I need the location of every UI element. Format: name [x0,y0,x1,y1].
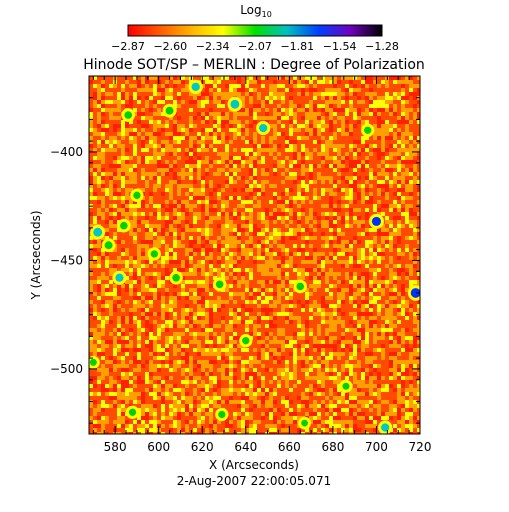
x-tick-label: 700 [365,440,388,454]
strong-polarization-patch [128,408,137,416]
colorbar-tick-label: −1.28 [365,40,399,53]
x-tick-label: 620 [191,440,214,454]
y-tick-label: −500 [50,362,83,376]
x-tick-label: 600 [147,440,170,454]
colorbar-tick-label: −2.34 [196,40,230,53]
strong-polarization-patch [165,106,174,115]
x-axis-label: X (Arcseconds) [209,458,299,472]
strong-polarization-patch [342,382,350,390]
strong-polarization-patch [115,273,124,282]
colorbar-title-sub: 10 [262,10,272,19]
strong-polarization-patch [89,358,97,366]
field-texture-low [89,76,420,434]
strong-polarization-patch [133,191,141,199]
strong-polarization-patch [120,221,128,230]
colorbar-tick-label: −2.60 [153,40,187,53]
y-tick-label: −450 [50,253,83,267]
y-axis: −400 −450 −500 [50,97,420,424]
field-texture-medium [89,76,420,434]
strong-polarization-patch [371,216,381,226]
colorbar [127,24,383,37]
x-tick-label: 660 [278,440,301,454]
x-tick-label: 680 [321,440,344,454]
x-axis: 580 600 620 640 660 680 700 720 [92,76,432,454]
colorbar-title: Log10 [240,3,272,19]
x-tick-label: 640 [234,440,257,454]
colorbar-title-base: Log [240,3,261,17]
strong-polarization-patch [124,111,133,119]
colorbar-tick-label: −1.54 [323,40,357,53]
strong-polarization-patch [172,273,180,282]
strong-polarization-patch [364,126,372,134]
strong-polarization-patch [301,419,308,427]
colorbar-ticks: −2.87 −2.60 −2.34 −2.07 −1.81 −1.54 −1.28 [111,40,399,53]
strong-polarization-patch [410,288,420,298]
strong-polarization-patch [93,227,103,237]
strong-polarization-patch [296,282,305,291]
plot-frame [88,75,421,435]
colorbar-tick-label: −2.07 [238,40,272,53]
strong-polarization-patch [104,241,113,250]
x-tick-label: 580 [104,440,127,454]
timestamp: 2-Aug-2007 22:00:05.071 [177,474,331,488]
strong-polarization-patch [230,99,240,109]
strong-polarization-patch [215,280,224,289]
strong-polarization-patch [242,337,250,345]
strong-polarization-patch [218,410,226,419]
strong-polarization-patch [150,250,158,258]
colorbar-tick-label: −1.81 [280,40,314,53]
chart-title: Hinode SOT/SP – MERLIN : Degree of Polar… [83,57,425,73]
colorbar-tick-label: −2.87 [111,40,145,53]
y-tick-label: −400 [50,145,83,159]
strong-polarization-patch [191,82,200,92]
strong-polarization-patch [381,423,390,432]
polarization-map [89,76,420,434]
x-tick-label: 720 [409,440,432,454]
strong-polarization-patch [259,123,268,133]
y-axis-label: Y (Arcseconds) [29,210,43,300]
